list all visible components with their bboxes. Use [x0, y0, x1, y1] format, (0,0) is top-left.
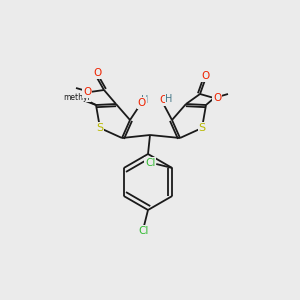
Text: S: S: [96, 123, 103, 133]
Text: Cl: Cl: [139, 226, 149, 236]
Text: O: O: [83, 87, 91, 97]
Text: Cl: Cl: [145, 158, 155, 168]
Text: O: O: [138, 98, 146, 108]
Text: O: O: [201, 71, 209, 81]
Text: O: O: [213, 93, 221, 103]
Text: S: S: [198, 123, 206, 133]
Text: O: O: [93, 68, 101, 78]
Text: H: H: [141, 95, 149, 105]
Text: methyl: methyl: [64, 92, 90, 101]
Text: O: O: [159, 95, 167, 105]
Text: H: H: [165, 94, 173, 104]
